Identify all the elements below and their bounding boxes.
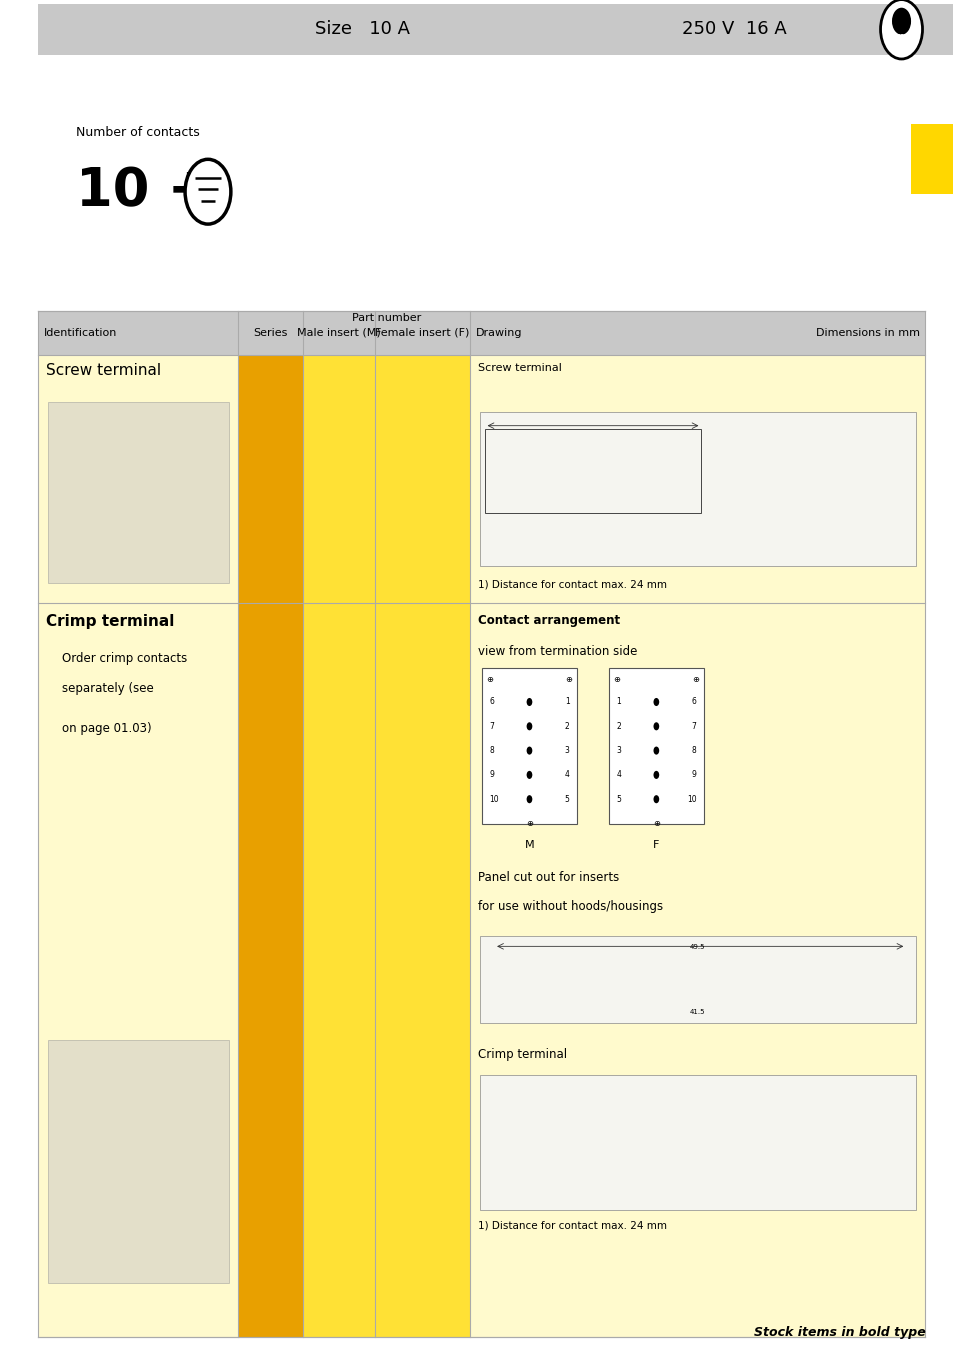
Bar bbox=[48, 402, 229, 583]
Bar bbox=[375, 310, 470, 1336]
Text: 7: 7 bbox=[691, 722, 696, 730]
Circle shape bbox=[653, 722, 659, 730]
Text: Series: Series bbox=[253, 328, 288, 338]
Circle shape bbox=[653, 698, 659, 706]
Circle shape bbox=[526, 698, 532, 706]
Text: 10: 10 bbox=[686, 795, 696, 803]
Text: 10 +: 10 + bbox=[76, 166, 231, 217]
Text: ⊕: ⊕ bbox=[692, 675, 699, 684]
Text: on page 01.03): on page 01.03) bbox=[62, 722, 152, 736]
Text: Male insert (M): Male insert (M) bbox=[297, 328, 380, 338]
Bar bbox=[479, 1075, 915, 1210]
Circle shape bbox=[653, 747, 659, 755]
Bar bbox=[38, 310, 924, 1336]
Text: HARTING: HARTING bbox=[888, 34, 913, 39]
Text: Order crimp contacts: Order crimp contacts bbox=[62, 652, 187, 666]
Text: Crimp terminal: Crimp terminal bbox=[477, 1048, 566, 1061]
Text: Female insert (F): Female insert (F) bbox=[375, 328, 469, 338]
Text: 1: 1 bbox=[564, 698, 569, 706]
Bar bbox=[479, 412, 915, 566]
Circle shape bbox=[526, 747, 532, 755]
Text: ⊕: ⊕ bbox=[652, 819, 659, 829]
Text: 49.5: 49.5 bbox=[689, 944, 705, 949]
Circle shape bbox=[653, 795, 659, 803]
Bar bbox=[608, 668, 703, 824]
Text: Dimensions in mm: Dimensions in mm bbox=[815, 328, 919, 338]
Text: M: M bbox=[524, 840, 534, 849]
Text: ⊕: ⊕ bbox=[613, 675, 619, 684]
Bar bbox=[38, 4, 953, 55]
Text: Part number: Part number bbox=[352, 313, 421, 323]
Text: 5: 5 bbox=[564, 795, 569, 803]
Text: 2: 2 bbox=[564, 722, 569, 730]
Text: 8: 8 bbox=[691, 747, 696, 755]
Text: F: F bbox=[653, 840, 659, 849]
Text: ⊕: ⊕ bbox=[525, 819, 533, 829]
Text: Size   10 A: Size 10 A bbox=[314, 20, 410, 38]
Bar bbox=[48, 1040, 229, 1282]
Text: view from termination side: view from termination side bbox=[477, 645, 637, 659]
Text: ⊕: ⊕ bbox=[486, 675, 493, 684]
Bar bbox=[303, 310, 375, 1336]
Text: 6: 6 bbox=[691, 698, 696, 706]
Text: 1) Distance for contact max. 24 mm: 1) Distance for contact max. 24 mm bbox=[477, 580, 666, 590]
Bar bbox=[484, 428, 700, 513]
Text: 9: 9 bbox=[489, 771, 494, 779]
Text: Identification: Identification bbox=[44, 328, 117, 338]
Circle shape bbox=[880, 0, 922, 59]
Circle shape bbox=[891, 8, 910, 35]
Text: separately (see: separately (see bbox=[62, 682, 153, 695]
Text: 41.5: 41.5 bbox=[689, 1010, 705, 1015]
Text: 2: 2 bbox=[616, 722, 620, 730]
Text: 4: 4 bbox=[564, 771, 569, 779]
Text: Stock items in bold type: Stock items in bold type bbox=[753, 1326, 924, 1339]
Text: Crimp terminal: Crimp terminal bbox=[46, 614, 174, 629]
Bar bbox=[910, 124, 953, 194]
Text: 6: 6 bbox=[489, 698, 494, 706]
Bar bbox=[481, 668, 577, 824]
Text: Panel cut out for inserts: Panel cut out for inserts bbox=[477, 871, 618, 884]
Text: 7: 7 bbox=[489, 722, 494, 730]
Text: 250 V  16 A: 250 V 16 A bbox=[681, 20, 786, 38]
Text: Number of contacts: Number of contacts bbox=[76, 126, 200, 139]
Text: 3: 3 bbox=[616, 747, 620, 755]
Text: 5: 5 bbox=[616, 795, 620, 803]
Text: Drawing: Drawing bbox=[476, 328, 522, 338]
Circle shape bbox=[526, 795, 532, 803]
Text: 10: 10 bbox=[489, 795, 498, 803]
Circle shape bbox=[526, 722, 532, 730]
Text: 8: 8 bbox=[489, 747, 494, 755]
Text: ⊕: ⊕ bbox=[565, 675, 572, 684]
Text: 1) Distance for contact max. 24 mm: 1) Distance for contact max. 24 mm bbox=[477, 1220, 666, 1230]
Text: Screw terminal: Screw terminal bbox=[46, 363, 161, 378]
Circle shape bbox=[526, 771, 532, 779]
Bar bbox=[479, 936, 915, 1023]
Text: Contact arrangement: Contact arrangement bbox=[477, 614, 619, 628]
Text: 4: 4 bbox=[616, 771, 620, 779]
Bar bbox=[238, 310, 303, 1336]
Circle shape bbox=[185, 159, 231, 224]
Text: 9: 9 bbox=[691, 771, 696, 779]
Bar bbox=[38, 310, 924, 355]
Text: Screw terminal: Screw terminal bbox=[477, 363, 561, 373]
Text: 3: 3 bbox=[564, 747, 569, 755]
Text: 1: 1 bbox=[616, 698, 620, 706]
Circle shape bbox=[653, 771, 659, 779]
Text: for use without hoods/housings: for use without hoods/housings bbox=[477, 900, 662, 914]
